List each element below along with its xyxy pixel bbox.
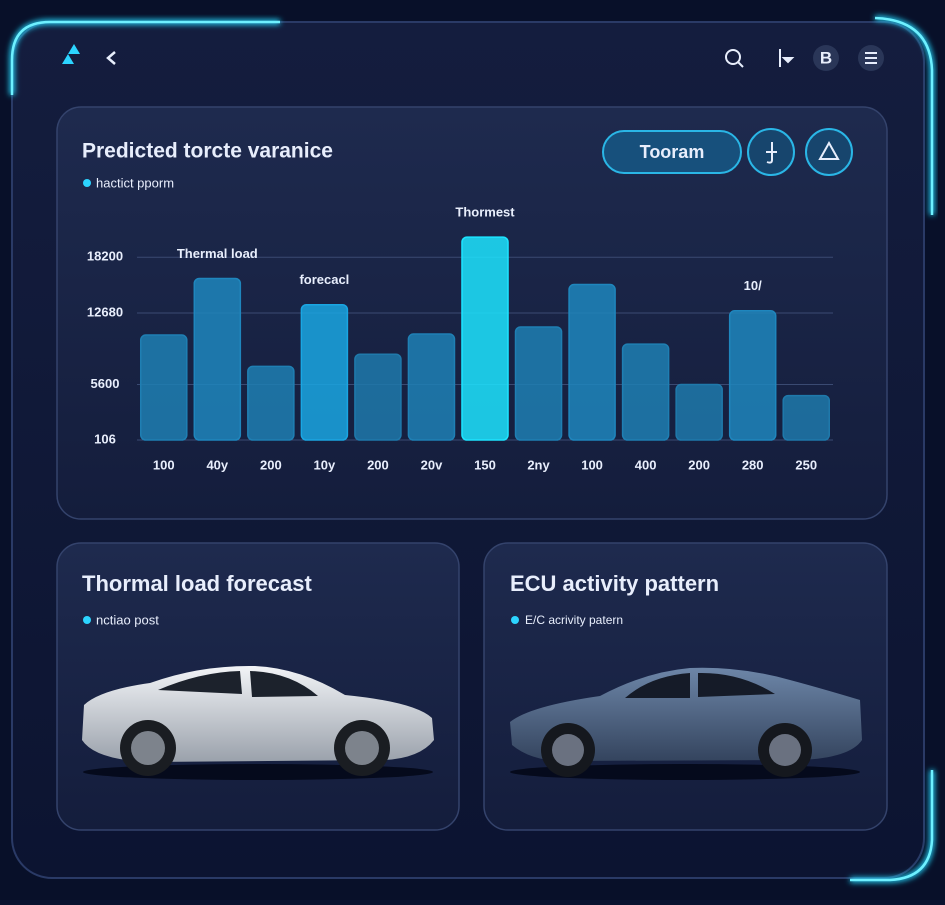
car-image [82,665,434,780]
icon [766,142,777,164]
annotation: Thermal load [177,246,258,261]
panel-subtitle: E/C acrivity patern [525,613,623,627]
bar [675,383,723,441]
x-tick-label: 280 [742,457,764,472]
y-tick-label: 5600 [91,376,120,391]
glow-corner [874,16,934,215]
y-tick-label: 12680 [87,304,123,319]
x-tick-label: 2ny [527,457,550,472]
legend-dot [83,179,91,187]
avatar-letter: B [820,48,832,67]
avatar[interactable] [813,45,839,71]
bar [193,277,242,441]
search-handle [737,61,744,68]
bar [728,310,777,441]
legend-dot [511,616,519,624]
search-button[interactable] [725,49,741,65]
panel-subtitle: nctiao post [96,612,159,627]
y-tick-label: 106 [94,431,116,446]
car-image [510,667,862,780]
x-tick-label: 150 [474,457,496,472]
primary-button[interactable] [602,130,742,174]
y-tick-label: 18200 [87,249,123,264]
icon-button[interactable] [805,128,853,176]
panel-title: ECU activity pattern [510,571,719,596]
bar [247,365,295,441]
x-tick-label: 200 [260,457,282,472]
bar [354,353,402,441]
bar [461,236,509,441]
panel-title: Thormal load forecast [82,571,313,596]
x-tick-label: 400 [635,457,657,472]
bar [514,326,563,441]
x-tick-label: 40y [206,457,228,472]
x-tick-label: 100 [581,457,603,472]
x-tick-label: 100 [153,457,175,472]
logo [62,44,80,64]
primary-button-label: Tooram [640,142,705,162]
bar [621,343,670,441]
chart-title: Predicted torcte varanice [82,140,333,163]
bar [568,283,616,441]
bar [300,303,349,441]
back-button[interactable] [106,51,116,65]
bar [139,334,188,441]
glow-corner [850,770,934,882]
x-tick-label: 10y [314,457,336,472]
annotation: 10/ [744,278,762,293]
icon [818,140,840,160]
bar [782,394,831,441]
annotation: Thormest [455,205,515,220]
glow-corner [10,20,280,95]
bar-chart: 106 5600 12680 18200 100 40y 200 10y 200 20v 150 2n… [87,205,833,472]
bar [407,333,456,441]
annotation: forecacl [299,272,349,287]
filter-button[interactable] [779,49,795,67]
legend-dot [83,616,91,624]
x-tick-label: 200 [367,457,389,472]
chart-subtitle: hactict pporm [96,175,174,190]
x-tick-label: 200 [688,457,710,472]
x-tick-label: 250 [795,457,817,472]
menu-icon [865,52,877,64]
x-tick-label: 20v [421,457,443,472]
